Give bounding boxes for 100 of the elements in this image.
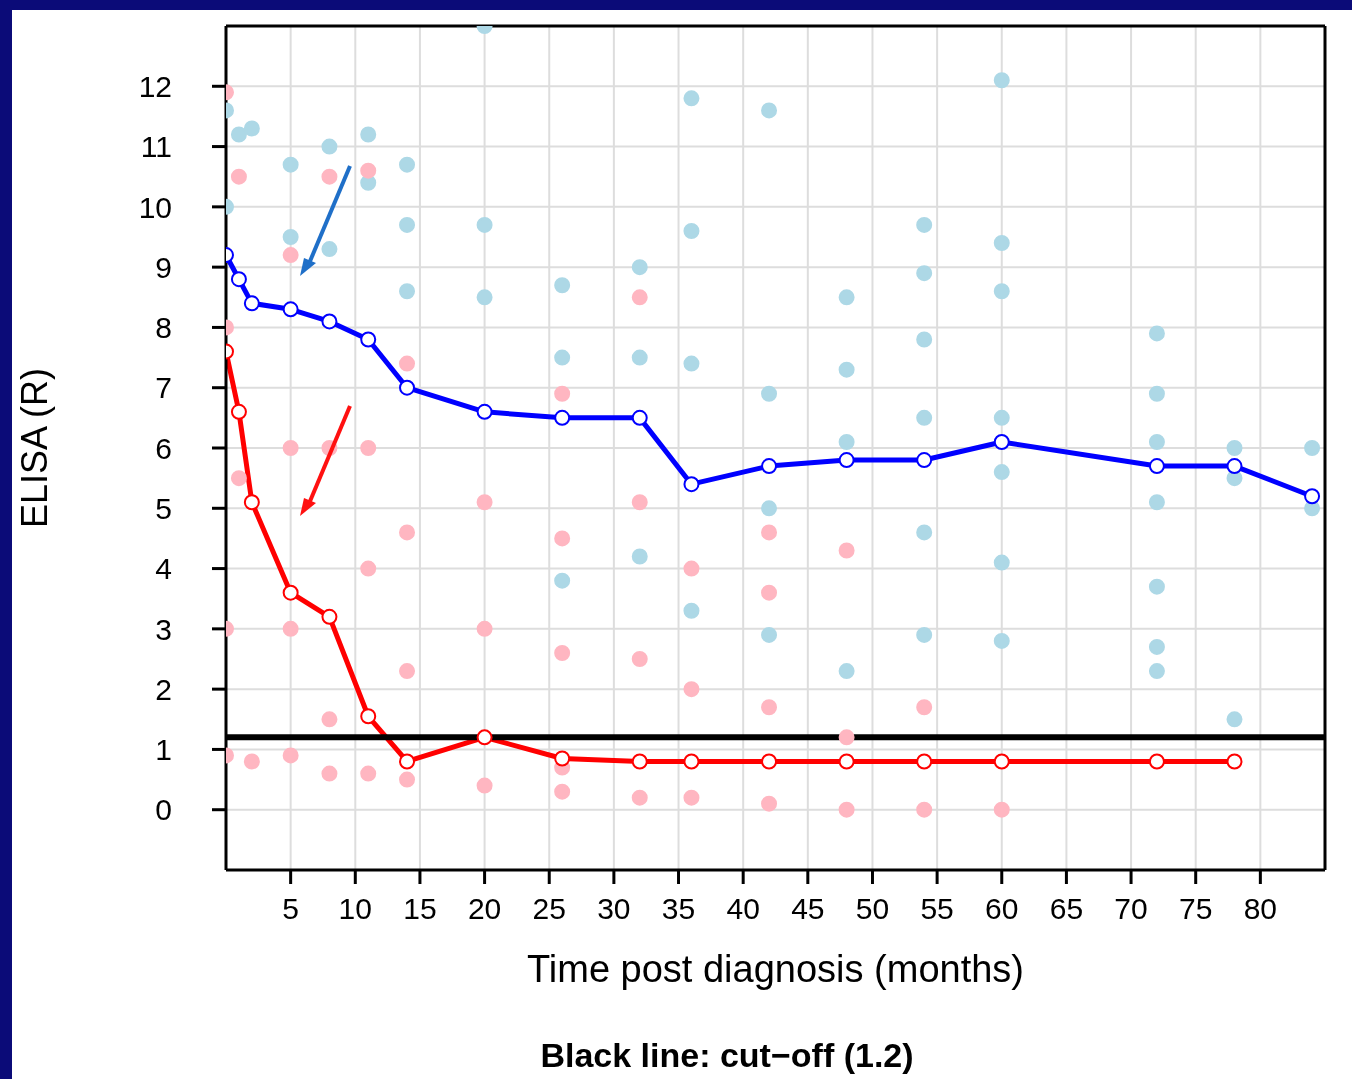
point xyxy=(916,216,933,233)
point xyxy=(916,331,933,348)
y-tick-label: 7 xyxy=(155,371,172,405)
point xyxy=(631,494,648,511)
point xyxy=(683,602,700,619)
point xyxy=(360,765,377,782)
point xyxy=(838,289,855,306)
point xyxy=(554,385,571,402)
x-tick-label: 40 xyxy=(726,892,760,926)
point xyxy=(282,247,299,264)
x-tick-label: 15 xyxy=(403,892,437,926)
x-tick-label: 25 xyxy=(532,892,566,926)
point xyxy=(761,626,778,643)
y-tick-label: 1 xyxy=(155,733,172,767)
y-tick-label: 4 xyxy=(155,552,172,586)
point xyxy=(838,542,855,559)
point xyxy=(993,632,1010,649)
point xyxy=(282,440,299,456)
x-tick-label: 55 xyxy=(920,892,954,926)
point xyxy=(1226,711,1243,728)
point xyxy=(360,162,377,179)
point xyxy=(993,235,1010,252)
point xyxy=(838,753,855,770)
point xyxy=(282,747,299,764)
point xyxy=(476,729,493,746)
point xyxy=(631,259,648,276)
x-tick-label: 75 xyxy=(1179,892,1213,926)
point xyxy=(631,789,648,806)
x-tick-label: 50 xyxy=(855,892,890,926)
y-tick-label: 6 xyxy=(155,431,172,465)
point xyxy=(399,663,416,680)
point xyxy=(1148,385,1165,402)
point xyxy=(1226,753,1243,770)
point xyxy=(683,476,700,493)
point xyxy=(282,156,299,173)
point xyxy=(476,494,493,511)
point xyxy=(476,216,493,233)
x-axis-title: Time post diagnosis (months) xyxy=(526,948,1025,990)
point xyxy=(476,620,493,637)
point xyxy=(321,241,338,258)
point xyxy=(360,440,377,456)
point xyxy=(360,331,377,348)
point xyxy=(360,560,377,577)
y-tick-label: 9 xyxy=(155,250,172,284)
y-tick-label: 8 xyxy=(155,311,172,345)
point xyxy=(554,277,571,294)
point xyxy=(838,801,855,818)
point xyxy=(761,524,778,541)
point xyxy=(321,313,338,330)
point xyxy=(1226,440,1243,456)
point xyxy=(554,783,571,800)
point xyxy=(230,168,247,185)
point xyxy=(683,753,700,770)
y-tick-label: 11 xyxy=(140,130,172,164)
point xyxy=(761,102,778,119)
point xyxy=(761,458,778,475)
point xyxy=(1148,433,1165,450)
point xyxy=(1148,494,1165,511)
point xyxy=(360,126,377,143)
x-tick-label: 30 xyxy=(597,892,631,926)
point xyxy=(1148,325,1165,342)
point xyxy=(1304,440,1321,456)
point xyxy=(838,433,855,450)
point xyxy=(282,229,299,245)
point xyxy=(399,379,416,396)
x-tick-label: 80 xyxy=(1243,892,1278,926)
point xyxy=(282,620,299,637)
y-tick-label: 2 xyxy=(155,672,172,706)
point xyxy=(230,271,247,288)
point xyxy=(683,222,700,239)
x-tick-label: 5 xyxy=(282,892,299,926)
point xyxy=(993,409,1010,426)
point xyxy=(554,572,571,589)
point xyxy=(761,500,778,517)
point xyxy=(230,403,247,420)
x-tick-label: 10 xyxy=(338,892,372,926)
point xyxy=(476,289,493,306)
point xyxy=(399,216,416,233)
text: Black line: cut−off (1.2) xyxy=(539,1036,915,1075)
point xyxy=(631,349,648,366)
point xyxy=(631,289,648,306)
point xyxy=(761,584,778,601)
x-tick-label: 70 xyxy=(1114,892,1148,926)
x-tick-label: 65 xyxy=(1049,892,1084,926)
point xyxy=(554,409,571,426)
point xyxy=(916,524,933,541)
point xyxy=(993,433,1010,450)
y-tick-label: 5 xyxy=(155,491,172,525)
point xyxy=(993,283,1010,300)
point xyxy=(683,355,700,372)
point xyxy=(554,530,571,547)
point xyxy=(554,644,571,661)
point xyxy=(916,409,933,426)
x-tick-label: 35 xyxy=(661,892,696,926)
point xyxy=(243,753,260,770)
point xyxy=(554,349,571,366)
point xyxy=(1148,638,1165,655)
point xyxy=(321,765,338,782)
point xyxy=(399,524,416,541)
point xyxy=(761,753,778,770)
